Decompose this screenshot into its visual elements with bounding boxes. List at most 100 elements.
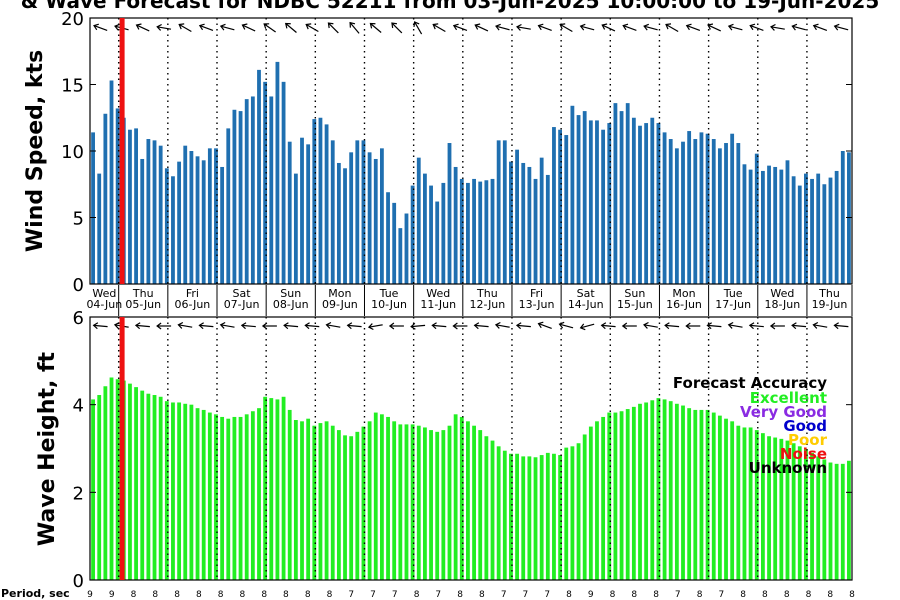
day-name-label: Mon bbox=[328, 287, 351, 300]
wind-bar bbox=[662, 132, 667, 284]
day-name-label: Fri bbox=[186, 287, 199, 300]
wave-bar bbox=[619, 411, 624, 580]
direction-arrow-icon bbox=[432, 23, 446, 33]
day-date-label: 09-Jun bbox=[322, 298, 358, 311]
wave-bar bbox=[250, 411, 255, 580]
wind-bar bbox=[521, 162, 526, 284]
period-value: 8 bbox=[827, 590, 833, 600]
wind-bar bbox=[146, 139, 151, 284]
wave-bar bbox=[601, 416, 606, 580]
wave-bar bbox=[847, 460, 851, 580]
direction-arrow-icon bbox=[452, 322, 468, 330]
wave-bar bbox=[840, 463, 845, 580]
wave-height-panel: 0 2 4 6 Wave Height, ft bbox=[35, 308, 853, 592]
wave-bar bbox=[638, 403, 642, 580]
wave-bar bbox=[134, 387, 138, 580]
wind-bar bbox=[238, 111, 243, 284]
wind-bar bbox=[244, 99, 249, 284]
wave-bar bbox=[779, 438, 784, 580]
wave-bars bbox=[91, 377, 851, 581]
direction-arrow-icon bbox=[388, 322, 404, 330]
wind-bar bbox=[257, 69, 261, 285]
wave-bar bbox=[91, 399, 95, 580]
wind-bar bbox=[300, 137, 304, 284]
period-value: 8 bbox=[196, 590, 202, 600]
direction-arrow-icon bbox=[93, 23, 108, 31]
legend-item-very-good: Very Good bbox=[740, 403, 827, 421]
day-date-label: 08-Jun bbox=[273, 298, 309, 311]
direction-arrow-icon bbox=[833, 322, 849, 330]
period-value: 7 bbox=[392, 590, 398, 600]
wind-bar bbox=[171, 176, 175, 284]
day-name-label: Thu bbox=[818, 287, 840, 300]
period-value: 8 bbox=[261, 590, 267, 600]
wind-bar bbox=[478, 181, 483, 284]
wave-bar bbox=[674, 403, 679, 580]
wind-bar bbox=[717, 148, 722, 284]
wind-bar bbox=[509, 161, 513, 284]
wind-bar bbox=[429, 185, 433, 284]
wave-bar bbox=[509, 453, 513, 580]
wind-bar bbox=[804, 173, 808, 284]
wave-bar bbox=[459, 416, 464, 580]
day-name-label: Wed bbox=[770, 287, 794, 300]
period-value: 8 bbox=[653, 590, 659, 600]
period-value: 8 bbox=[762, 590, 768, 600]
direction-arrow-icon bbox=[349, 21, 360, 34]
direction-arrow-icon bbox=[749, 23, 764, 31]
direction-arrow-icon bbox=[537, 321, 552, 329]
wave-bar bbox=[478, 430, 483, 580]
wave-bar bbox=[306, 418, 311, 580]
y-tick-label: 0 bbox=[73, 571, 84, 592]
wave-bar bbox=[416, 425, 421, 580]
direction-arrow-icon bbox=[369, 22, 382, 33]
direction-arrow-icon bbox=[727, 321, 743, 329]
wave-bar bbox=[693, 409, 698, 580]
period-value: 8 bbox=[283, 590, 289, 600]
wind-bar bbox=[656, 123, 661, 284]
wind-bar bbox=[183, 145, 188, 284]
period-row-label: Period, sec bbox=[1, 587, 70, 600]
direction-arrow-icon bbox=[431, 322, 447, 330]
wave-bar bbox=[128, 383, 132, 580]
day-date-label: 06-Jun bbox=[175, 298, 211, 311]
wind-bar bbox=[674, 148, 679, 284]
direction-arrow-icon bbox=[748, 322, 764, 330]
period-value: 7 bbox=[370, 590, 376, 600]
wave-bar bbox=[472, 425, 476, 580]
direction-arrow-icon bbox=[665, 23, 679, 33]
wave-bar bbox=[822, 459, 827, 580]
wind-bar bbox=[152, 140, 157, 284]
wind-bar bbox=[748, 169, 753, 284]
wind-bar bbox=[828, 177, 833, 284]
wind-bar bbox=[724, 143, 728, 284]
direction-arrow-icon bbox=[707, 23, 721, 32]
wave-bar bbox=[644, 402, 649, 580]
wave-bar bbox=[631, 406, 636, 580]
wave-bar bbox=[373, 412, 378, 580]
wind-bar bbox=[533, 178, 538, 284]
legend-title: Forecast Accuracy bbox=[673, 374, 827, 392]
wind-bar bbox=[595, 120, 599, 284]
wind-day-gridlines bbox=[117, 18, 808, 284]
direction-arrow-icon bbox=[156, 23, 172, 31]
period-value: 7 bbox=[501, 590, 507, 600]
wind-bar bbox=[687, 131, 692, 284]
legend-item-noise: Noise bbox=[780, 445, 827, 463]
day-name-label: Sun bbox=[280, 287, 301, 300]
wave-bar bbox=[435, 431, 440, 580]
wave-bar bbox=[404, 424, 409, 580]
wind-bar bbox=[625, 103, 630, 285]
direction-arrow-icon bbox=[177, 321, 193, 329]
wave-bar bbox=[257, 408, 261, 580]
direction-arrow-icon bbox=[812, 321, 828, 329]
direction-arrow-icon bbox=[769, 322, 785, 330]
period-value: 7 bbox=[544, 590, 550, 600]
wind-bar bbox=[539, 157, 544, 284]
wave-bar bbox=[797, 446, 802, 580]
wind-bar bbox=[435, 201, 440, 284]
y-tick-label: 0 bbox=[73, 275, 84, 296]
day-name-label: Wed bbox=[426, 287, 450, 300]
direction-arrow-icon bbox=[579, 323, 595, 331]
wave-direction-arrows bbox=[92, 321, 849, 331]
